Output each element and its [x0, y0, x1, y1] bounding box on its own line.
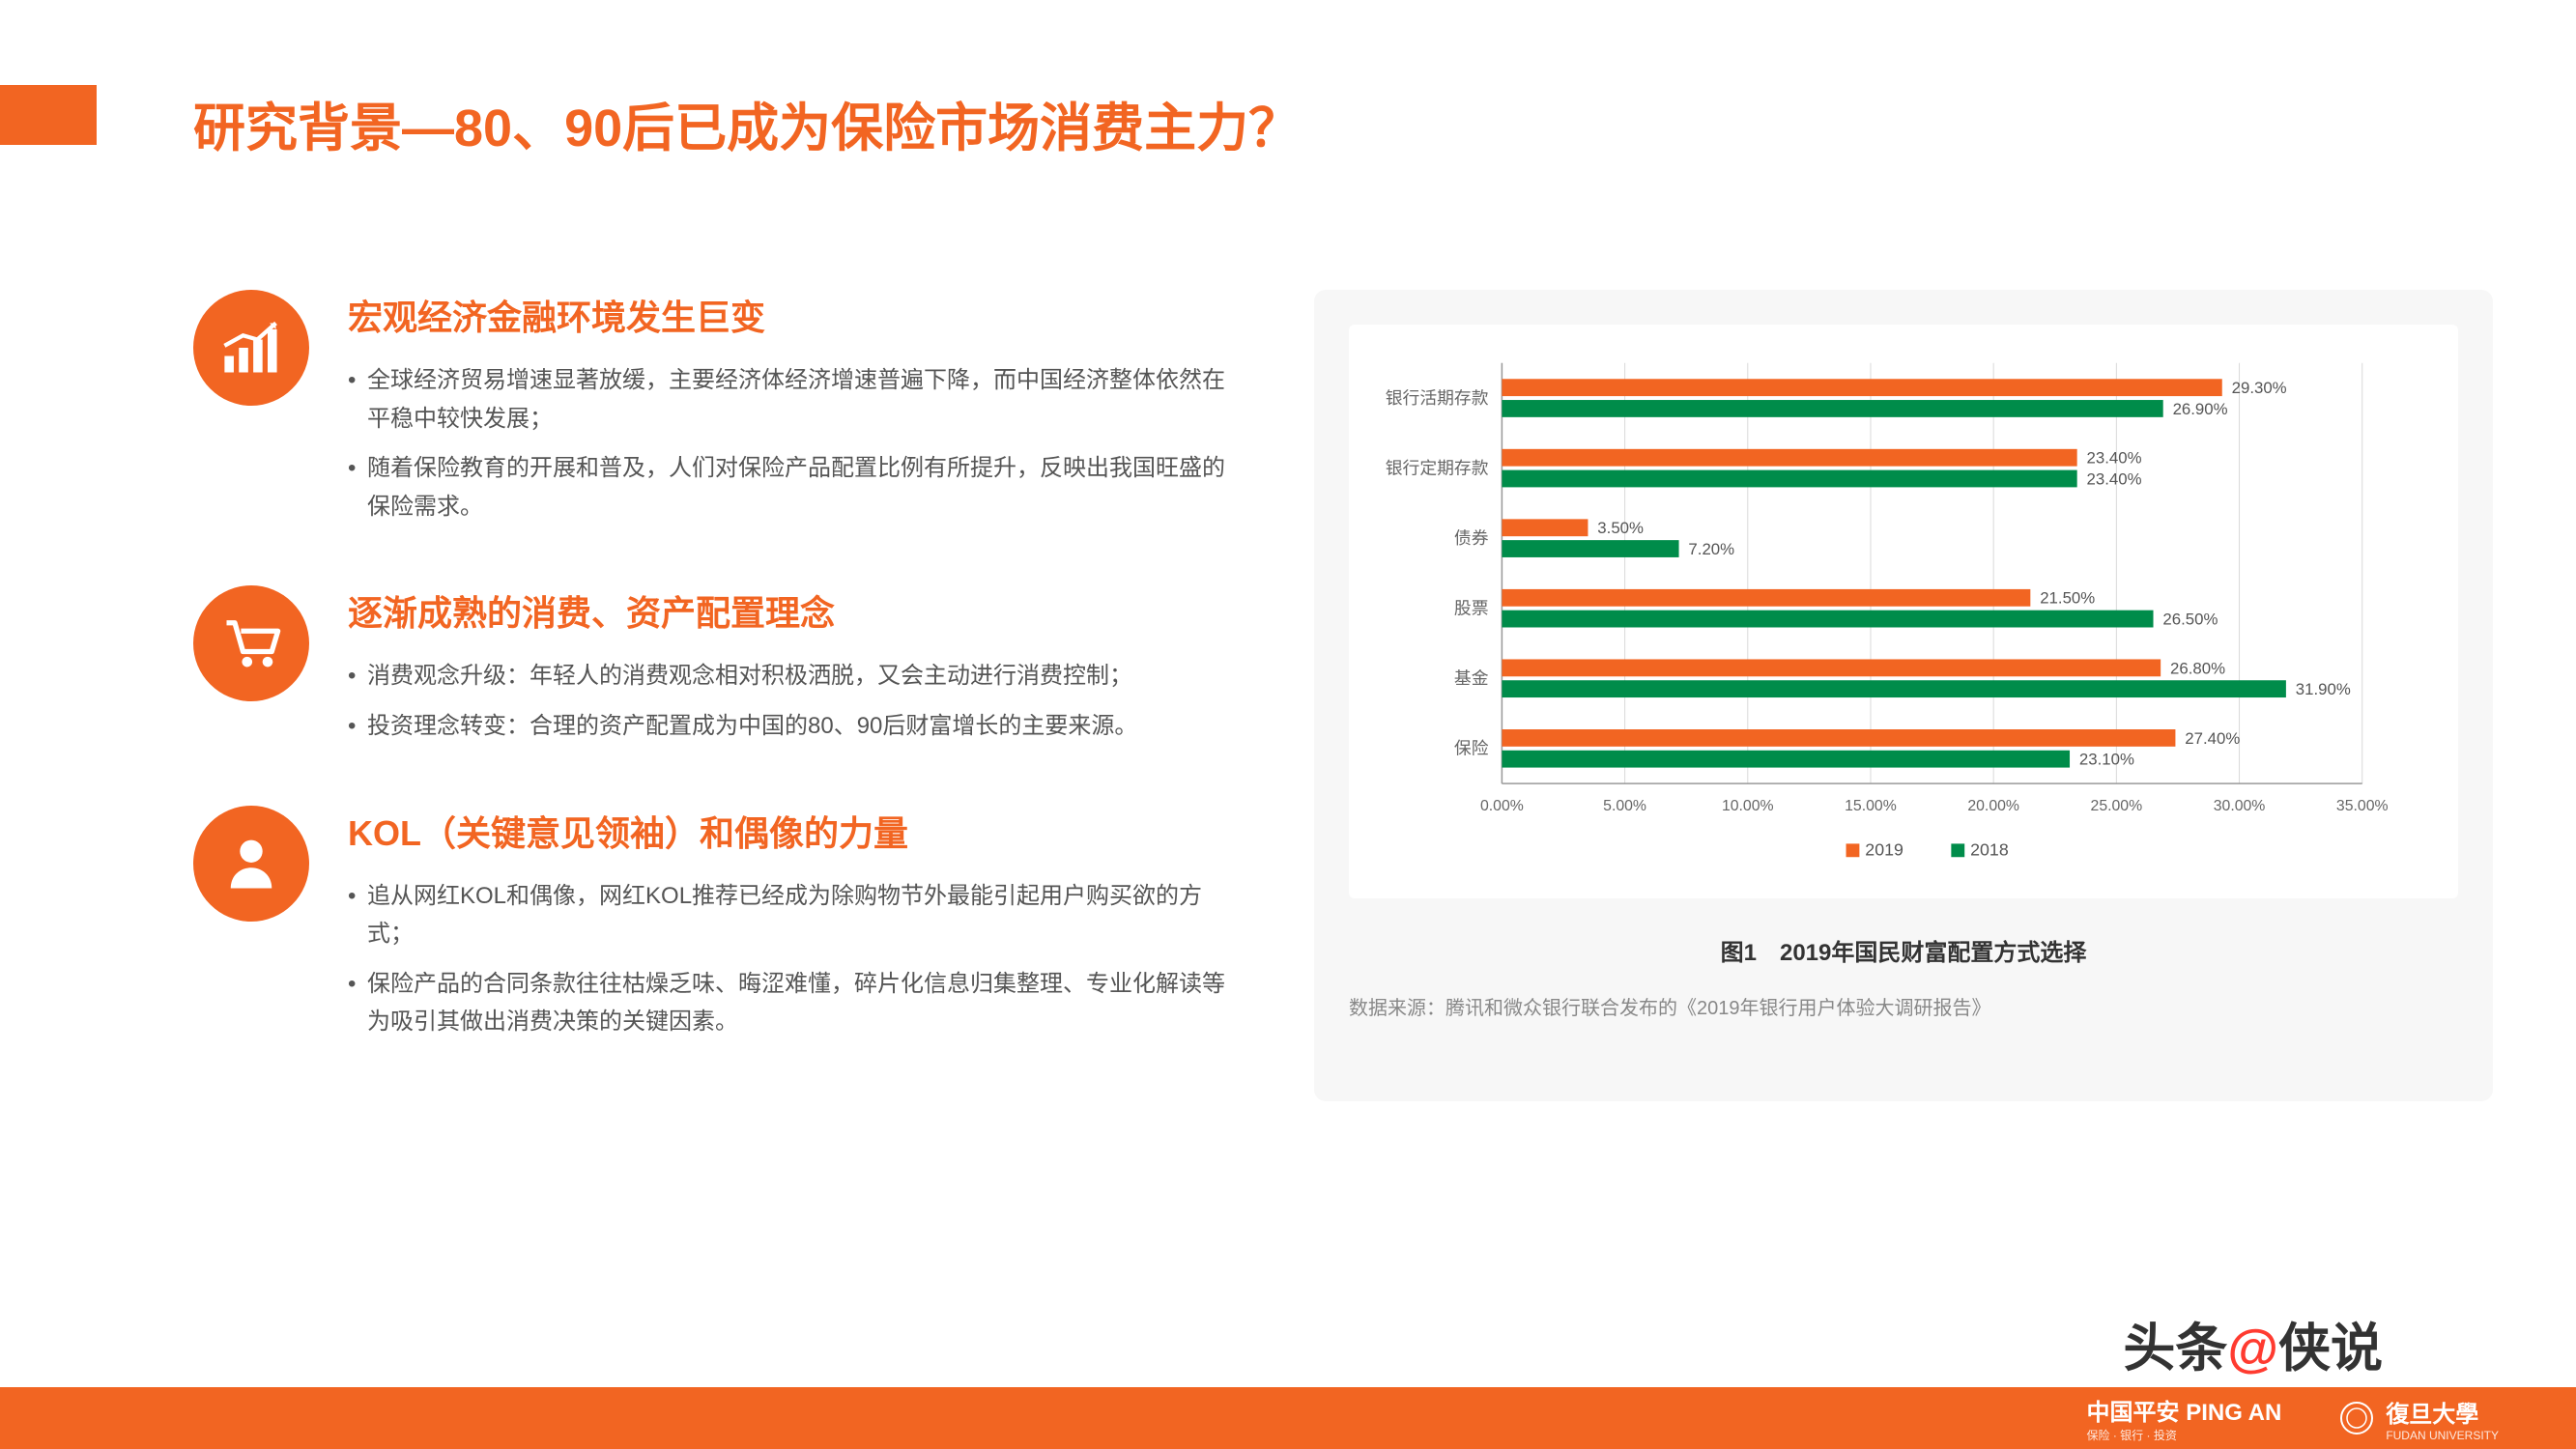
- svg-text:27.40%: 27.40%: [2185, 729, 2240, 748]
- section-kol: KOL（关键意见领袖）和偶像的力量 追从网红KOL和偶像，网红KOL推荐已经成为…: [193, 806, 1237, 1053]
- svg-text:银行活期存款: 银行活期存款: [1386, 388, 1489, 408]
- svg-text:10.00%: 10.00%: [1722, 798, 1774, 814]
- person-icon: [193, 806, 309, 922]
- watermark-name: 侠说: [2278, 1320, 2383, 1378]
- svg-text:23.10%: 23.10%: [2079, 751, 2134, 769]
- bullet-text: 随着保险教育的开展和普及，人们对保险产品配置比例有所提升，反映出我国旺盛的保险需…: [348, 449, 1237, 526]
- section-consumption: 逐渐成熟的消费、资产配置理念 消费观念升级：年轻人的消费观念相对积极洒脱，又会主…: [193, 585, 1237, 756]
- bullet-text: 追从网红KOL和偶像，网红KOL推荐已经成为除购物节外最能引起用户购买欲的方式；: [348, 877, 1237, 953]
- svg-text:7.20%: 7.20%: [1688, 540, 1734, 558]
- svg-text:26.50%: 26.50%: [2162, 611, 2218, 629]
- watermark: 头条@侠说: [2123, 1305, 2383, 1381]
- section-body: 逐渐成熟的消费、资产配置理念 消费观念升级：年轻人的消费观念相对积极洒脱，又会主…: [348, 585, 1237, 756]
- pingan-cn: 中国平安: [2087, 1400, 2180, 1426]
- page-title: 研究背景—80、90后已成为保险市场消费主力？: [193, 85, 1301, 161]
- section-body: 宏观经济金融环境发生巨变 全球经济贸易增速显著放缓，主要经济体经济增速普遍下降，…: [348, 290, 1237, 537]
- left-column: 宏观经济金融环境发生巨变 全球经济贸易增速显著放缓，主要经济体经济增速普遍下降，…: [193, 290, 1237, 1101]
- svg-text:29.30%: 29.30%: [2232, 379, 2287, 397]
- section-macro: 宏观经济金融环境发生巨变 全球经济贸易增速显著放缓，主要经济体经济增速普遍下降，…: [193, 290, 1237, 537]
- svg-text:0.00%: 0.00%: [1480, 798, 1524, 814]
- svg-text:5.00%: 5.00%: [1603, 798, 1646, 814]
- svg-text:35.00%: 35.00%: [2336, 798, 2389, 814]
- chart-panel: 0.00% 5.00% 10.00% 15.00% 20.00% 25.00% 30.00%…: [1314, 290, 2493, 1101]
- svg-text:基金: 基金: [1454, 668, 1489, 688]
- bar-chart: 0.00% 5.00% 10.00% 15.00% 20.00% 25.00% 30.00%…: [1359, 344, 2429, 879]
- accent-block: [0, 85, 97, 145]
- fudan-en: FUDAN UNIVERSITY: [2386, 1429, 2499, 1442]
- chart-caption: 图1 2019年国民财富配置方式选择: [1349, 933, 2458, 967]
- chart-source: 数据来源：腾讯和微众银行联合发布的《2019年银行用户体验大调研报告》: [1349, 992, 2458, 1020]
- svg-text:26.80%: 26.80%: [2170, 659, 2225, 677]
- svg-text:股票: 股票: [1454, 599, 1489, 618]
- svg-text:2018: 2018: [1970, 839, 2009, 859]
- svg-text:银行定期存款: 银行定期存款: [1386, 459, 1489, 478]
- section-heading: 宏观经济金融环境发生巨变: [348, 290, 1237, 340]
- section-heading: 逐渐成熟的消费、资产配置理念: [348, 585, 1237, 636]
- section-body: KOL（关键意见领袖）和偶像的力量 追从网红KOL和偶像，网红KOL推荐已经成为…: [348, 806, 1237, 1053]
- fudan-logo: 復旦大學 FUDAN UNIVERSITY: [2339, 1395, 2499, 1442]
- bullet-text: 全球经济贸易增速显著放缓，主要经济体经济增速普遍下降，而中国经济整体依然在平稳中…: [348, 361, 1237, 438]
- section-heading: KOL（关键意见领袖）和偶像的力量: [348, 806, 1237, 856]
- bullet-text: 消费观念升级：年轻人的消费观念相对积极洒脱，又会主动进行消费控制；: [348, 657, 1237, 696]
- svg-text:30.00%: 30.00%: [2214, 798, 2266, 814]
- watermark-prefix: 头条: [2123, 1320, 2227, 1378]
- svg-text:3.50%: 3.50%: [1597, 519, 1644, 537]
- svg-text:保险: 保险: [1454, 739, 1489, 758]
- bullet-text: 投资理念转变：合理的资产配置成为中国的80、90后财富增长的主要来源。: [348, 707, 1237, 746]
- svg-text:23.40%: 23.40%: [2087, 469, 2142, 488]
- fudan-seal-icon: [2339, 1401, 2374, 1435]
- svg-text:债券: 债券: [1454, 528, 1489, 548]
- watermark-at: @: [2227, 1320, 2278, 1378]
- pingan-logo: 中国平安 PING AN 保险 · 银行 · 投资: [2087, 1393, 2282, 1443]
- content-row: 宏观经济金融环境发生巨变 全球经济贸易增速显著放缓，主要经济体经济增速普遍下降，…: [193, 290, 2493, 1101]
- pingan-en: PING AN: [2186, 1400, 2281, 1426]
- fudan-cn: 復旦大學: [2386, 1395, 2499, 1429]
- svg-text:31.90%: 31.90%: [2296, 680, 2351, 698]
- shopping-cart-icon: [193, 585, 309, 701]
- footer-bar: 中国平安 PING AN 保险 · 银行 · 投资 復旦大學 FUDAN UNI…: [0, 1387, 2576, 1449]
- bullet-text: 保险产品的合同条款往往枯燥乏味、晦涩难懂，碎片化信息归集整理、专业化解读等为吸引…: [348, 965, 1237, 1041]
- svg-text:21.50%: 21.50%: [2040, 589, 2095, 608]
- svg-text:23.40%: 23.40%: [2087, 449, 2142, 468]
- svg-text:25.00%: 25.00%: [2091, 798, 2143, 814]
- svg-text:2019: 2019: [1865, 839, 1903, 859]
- chart-box: 0.00% 5.00% 10.00% 15.00% 20.00% 25.00% 30.00%…: [1349, 325, 2458, 898]
- svg-text:26.90%: 26.90%: [2173, 400, 2228, 418]
- svg-text:20.00%: 20.00%: [1967, 798, 2019, 814]
- svg-text:15.00%: 15.00%: [1845, 798, 1897, 814]
- pingan-sub: 保险 · 银行 · 投资: [2087, 1427, 2282, 1443]
- macro-chart-icon: [193, 290, 309, 406]
